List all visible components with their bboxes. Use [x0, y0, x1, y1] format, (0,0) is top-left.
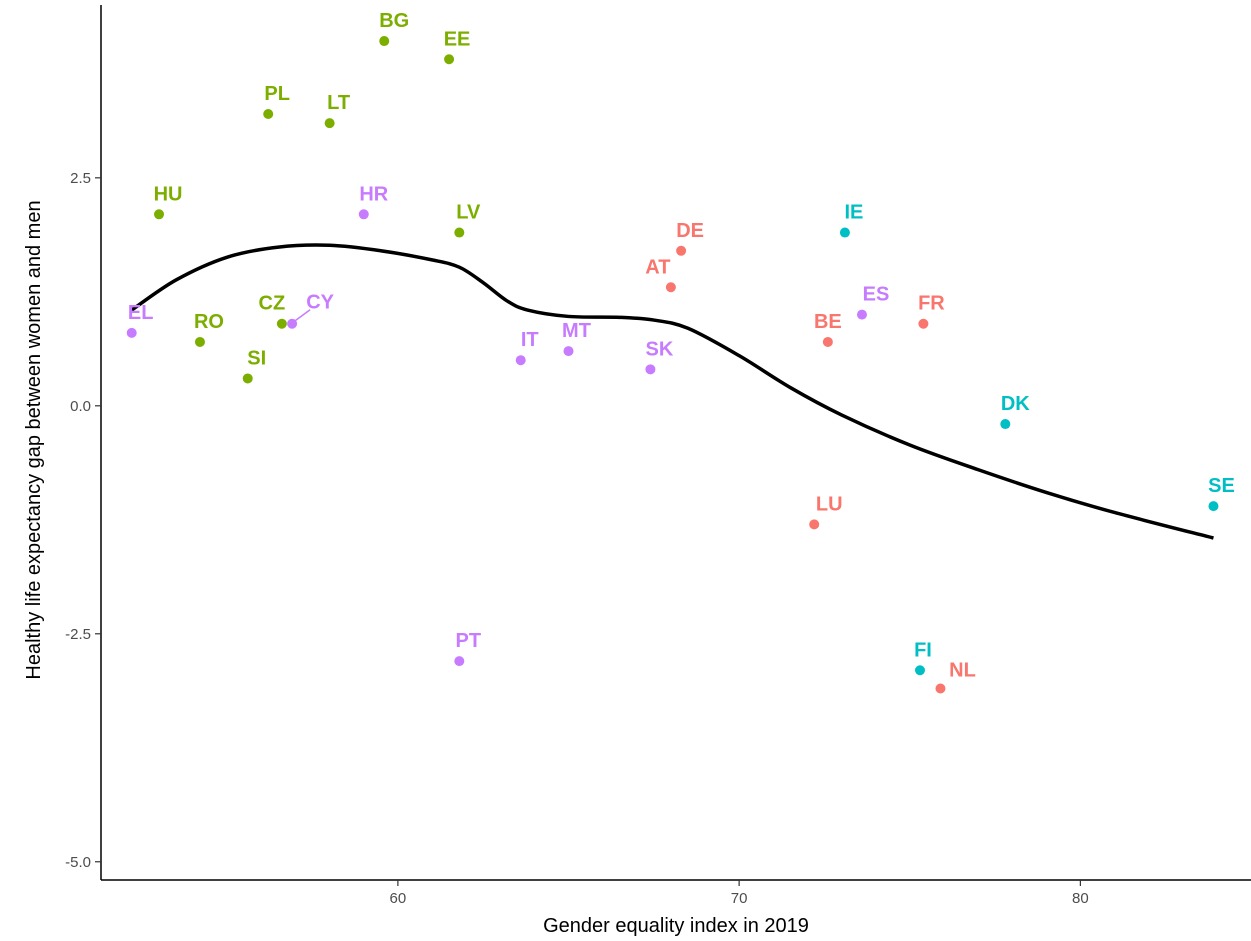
- data-point: [822, 336, 833, 347]
- x-tick-label: 60: [390, 890, 407, 907]
- point-label: AT: [645, 256, 670, 278]
- point-label: IE: [844, 202, 863, 224]
- point-label: PT: [456, 630, 482, 652]
- point-label: LU: [816, 493, 843, 515]
- point-label: PL: [264, 83, 290, 105]
- data-point: [154, 209, 165, 220]
- y-tick-label: 0.0: [70, 398, 91, 415]
- y-tick-label: -2.5: [65, 626, 91, 643]
- data-point: [645, 364, 656, 375]
- point-label: CZ: [259, 293, 286, 315]
- point-label: SI: [247, 347, 266, 369]
- data-point: [287, 318, 298, 329]
- y-axis-title: Healthy life expectancy gap between wome…: [23, 200, 45, 679]
- data-point: [379, 36, 390, 47]
- data-point: [276, 318, 287, 329]
- point-label: DK: [1001, 393, 1030, 415]
- x-tick-label: 80: [1072, 890, 1089, 907]
- data-point: [242, 373, 253, 384]
- y-tick-label: 2.5: [70, 170, 91, 187]
- point-label: MT: [562, 320, 591, 342]
- data-point: [935, 683, 946, 694]
- point-label: DE: [676, 220, 704, 242]
- point-label: BE: [814, 311, 842, 333]
- data-point: [263, 108, 274, 119]
- data-point: [665, 282, 676, 293]
- data-point: [914, 665, 925, 676]
- point-label: EE: [444, 28, 471, 50]
- x-tick-label: 70: [731, 890, 748, 907]
- y-tick-label: -5.0: [65, 854, 91, 871]
- data-point: [856, 309, 867, 320]
- point-label: SK: [646, 338, 674, 360]
- point-label: ES: [863, 284, 890, 306]
- x-axis-title: Gender equality index in 2019: [543, 915, 809, 937]
- data-point: [809, 519, 820, 530]
- data-point: [454, 227, 465, 238]
- axis-ticks: 60 70 80 -5.0 -2.5 0.0 2.5: [65, 170, 1089, 907]
- data-point: [444, 54, 455, 65]
- point-label: FI: [914, 639, 932, 661]
- data-point: [1208, 501, 1219, 512]
- point-label: HR: [359, 183, 388, 205]
- label-leader-line: [294, 309, 311, 322]
- data-point: [126, 327, 137, 338]
- data-point: [324, 118, 335, 129]
- point-label: NL: [949, 659, 976, 681]
- point-label: LV: [456, 202, 481, 224]
- point-label: IT: [521, 329, 539, 351]
- point-label: LT: [327, 92, 350, 114]
- data-point: [676, 245, 687, 256]
- data-point: [839, 227, 850, 238]
- data-point: [515, 355, 526, 366]
- point-label: FR: [918, 293, 945, 315]
- point-label: SE: [1208, 475, 1235, 497]
- data-point: [454, 656, 465, 667]
- smooth-curve: [130, 243, 1214, 540]
- data-point: [194, 336, 205, 347]
- data-point: [918, 318, 929, 329]
- plot-area: BG EE PL LT HU LV CZ RO SI HR CY EL IT MT SK ES PT DE AT BE…: [126, 10, 1235, 694]
- point-label: EL: [128, 302, 154, 324]
- data-point: [1000, 419, 1011, 430]
- data-point: [563, 346, 574, 357]
- point-label: RO: [194, 311, 224, 333]
- data-point: [358, 209, 369, 220]
- point-label: BG: [379, 10, 409, 32]
- point-label: HU: [154, 183, 183, 205]
- point-label: CY: [306, 292, 334, 314]
